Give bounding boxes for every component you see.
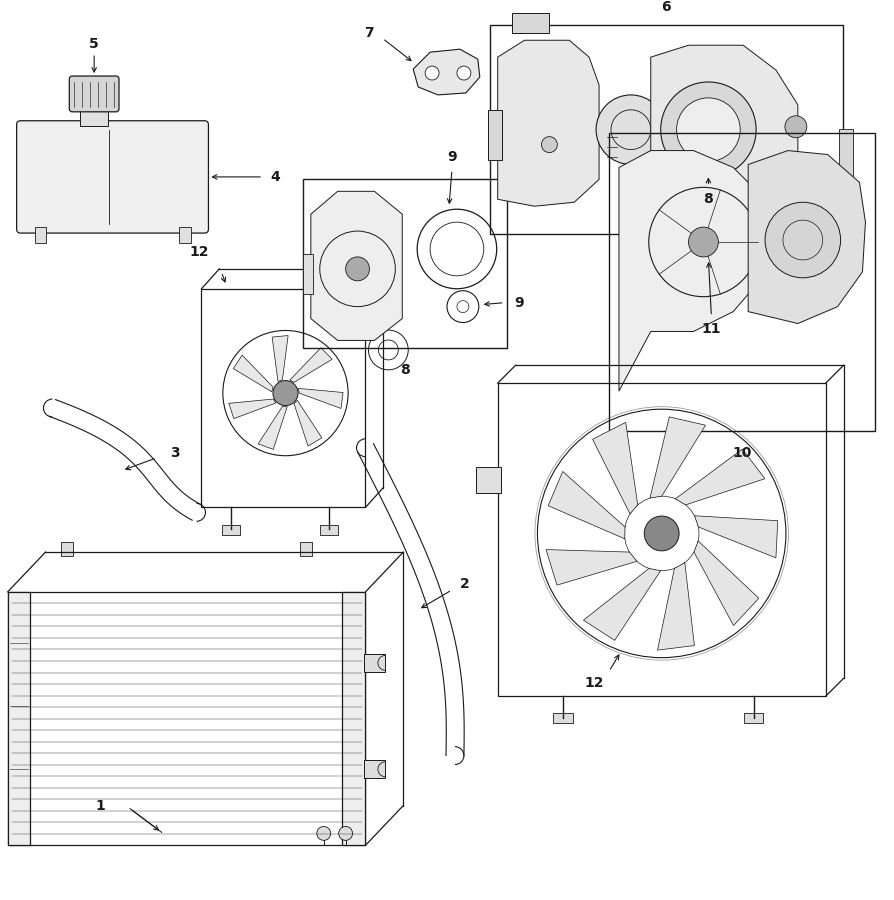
Bar	[303, 179, 507, 348]
Bar	[303, 254, 313, 293]
Text: 3: 3	[170, 446, 180, 460]
Bar	[62, 542, 73, 556]
Circle shape	[688, 227, 719, 256]
Bar	[364, 760, 385, 778]
Text: 9: 9	[447, 149, 457, 164]
Polygon shape	[748, 150, 865, 323]
Polygon shape	[650, 417, 705, 498]
Bar	[744, 713, 763, 723]
Text: 12: 12	[585, 676, 603, 690]
Circle shape	[346, 256, 369, 281]
Polygon shape	[498, 40, 599, 206]
Circle shape	[457, 66, 471, 80]
Bar	[35, 227, 46, 243]
Polygon shape	[546, 550, 637, 585]
Text: 10: 10	[732, 446, 752, 460]
Text: 5: 5	[89, 37, 99, 51]
Bar	[8, 592, 30, 845]
Bar	[80, 108, 108, 126]
Polygon shape	[694, 541, 759, 626]
Polygon shape	[299, 389, 343, 409]
Text: 11: 11	[702, 322, 721, 337]
Polygon shape	[272, 336, 288, 382]
Circle shape	[661, 82, 756, 177]
Circle shape	[785, 116, 806, 138]
Circle shape	[596, 94, 666, 165]
FancyBboxPatch shape	[70, 76, 119, 112]
Circle shape	[273, 381, 298, 406]
Bar	[553, 713, 573, 723]
Circle shape	[765, 202, 840, 278]
Bar	[488, 110, 502, 159]
Bar	[320, 526, 338, 536]
Text: 4: 4	[270, 170, 280, 184]
Polygon shape	[619, 150, 763, 392]
Bar	[179, 227, 190, 243]
Bar	[364, 654, 385, 671]
Polygon shape	[311, 192, 402, 340]
Bar	[498, 383, 826, 697]
Bar	[839, 129, 853, 176]
Polygon shape	[651, 45, 797, 216]
Polygon shape	[413, 50, 480, 94]
Polygon shape	[294, 400, 322, 446]
Circle shape	[542, 137, 557, 153]
Polygon shape	[258, 407, 287, 449]
Circle shape	[645, 516, 679, 551]
Polygon shape	[584, 569, 661, 641]
Circle shape	[426, 66, 439, 80]
Bar	[201, 289, 366, 508]
Bar	[511, 14, 550, 33]
Text: 6: 6	[662, 0, 671, 14]
Polygon shape	[290, 347, 332, 382]
Circle shape	[316, 826, 331, 841]
Polygon shape	[695, 516, 778, 558]
Circle shape	[339, 826, 352, 841]
Text: 1: 1	[96, 798, 105, 813]
Text: 8: 8	[704, 193, 713, 206]
Bar	[8, 592, 366, 845]
Polygon shape	[657, 562, 695, 650]
Bar	[490, 25, 842, 234]
Text: 2: 2	[460, 577, 469, 591]
Bar	[609, 132, 875, 431]
Polygon shape	[548, 472, 625, 539]
Text: 7: 7	[364, 26, 374, 40]
Text: 12: 12	[190, 245, 209, 259]
Bar	[476, 467, 501, 492]
Polygon shape	[229, 399, 276, 418]
Text: 9: 9	[514, 295, 523, 310]
Text: 8: 8	[400, 364, 409, 377]
Polygon shape	[593, 422, 637, 514]
Bar	[299, 542, 312, 556]
Circle shape	[677, 98, 740, 161]
Bar	[222, 526, 240, 536]
Polygon shape	[233, 356, 273, 392]
FancyBboxPatch shape	[17, 121, 208, 233]
Bar	[342, 592, 366, 845]
Polygon shape	[676, 449, 765, 505]
